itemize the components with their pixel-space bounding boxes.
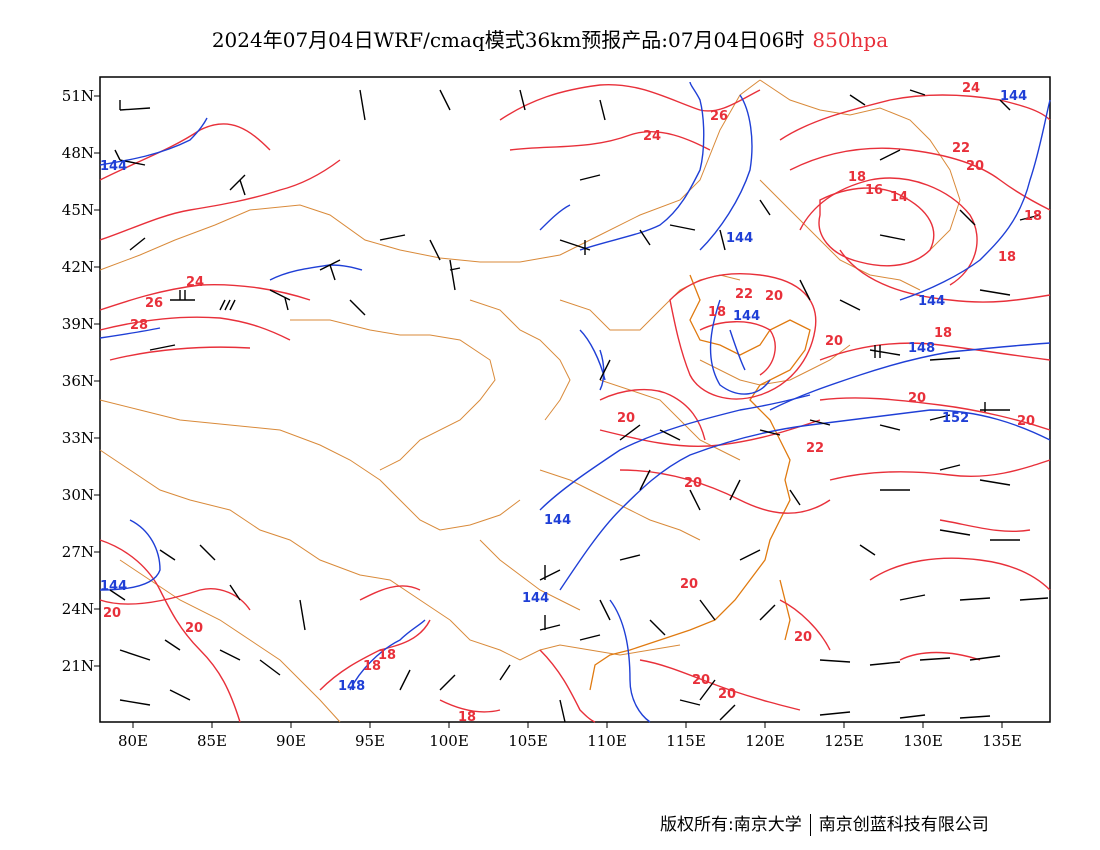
geo-label: 144 bbox=[544, 513, 571, 528]
temp-label: 24 bbox=[643, 129, 661, 144]
temp-label: 20 bbox=[617, 411, 635, 426]
geo-label: 144 bbox=[726, 231, 753, 246]
temp-label: 18 bbox=[363, 659, 381, 674]
temp-label: 20 bbox=[718, 687, 736, 702]
lon-label: 115E bbox=[666, 732, 706, 750]
temp-label: 20 bbox=[765, 289, 783, 304]
temp-label: 22 bbox=[952, 141, 970, 156]
title-level: 850hpa bbox=[812, 28, 889, 52]
lat-label: 33N bbox=[61, 429, 94, 447]
temp-label: 26 bbox=[710, 109, 728, 124]
copyright-divider bbox=[809, 814, 811, 836]
temp-label: 20 bbox=[1017, 414, 1035, 429]
geo-label: 144 bbox=[522, 591, 549, 606]
geo-label: 148 bbox=[338, 679, 365, 694]
temperature-contours bbox=[99, 83, 1051, 723]
lon-label: 125E bbox=[824, 732, 864, 750]
lon-label: 95E bbox=[354, 732, 386, 750]
coastline bbox=[589, 274, 811, 691]
temp-label: 20 bbox=[680, 577, 698, 592]
temp-label: 20 bbox=[825, 334, 843, 349]
lat-label: 48N bbox=[61, 144, 94, 162]
temp-label: 20 bbox=[692, 673, 710, 688]
copyright-company: 南京创蓝科技有限公司 bbox=[818, 815, 989, 835]
temp-label: 18 bbox=[1024, 209, 1042, 224]
geo-label: 148 bbox=[908, 341, 935, 356]
chart-title: 2024年07月04日WRF/cmaq模式36km预报产品:07月04日06时 8… bbox=[0, 24, 1100, 53]
temp-label: 26 bbox=[145, 296, 163, 311]
geo-label: 144 bbox=[918, 294, 945, 309]
axis-ticks bbox=[94, 95, 1003, 728]
temp-label: 20 bbox=[684, 476, 702, 491]
temp-label: 22 bbox=[806, 441, 824, 456]
temp-label: 20 bbox=[966, 159, 984, 174]
lat-label: 30N bbox=[61, 486, 94, 504]
lon-label: 85E bbox=[196, 732, 228, 750]
lon-label: 135E bbox=[982, 732, 1022, 750]
temp-label: 20 bbox=[794, 630, 812, 645]
lat-label: 21N bbox=[61, 657, 94, 675]
geopotential-contours bbox=[99, 81, 1051, 723]
temp-label: 20 bbox=[908, 391, 926, 406]
lon-label: 90E bbox=[275, 732, 307, 750]
lat-label: 45N bbox=[61, 201, 94, 219]
temperature-labels: 24 26 28 24 26 20 18 22 20 18 16 14 18 1… bbox=[103, 81, 1042, 725]
lon-label: 80E bbox=[117, 732, 149, 750]
geopotential-labels: 144 144 144 144 148 144 144 144 148 152 … bbox=[100, 89, 1027, 694]
temp-label: 14 bbox=[890, 190, 908, 205]
lon-label: 130E bbox=[903, 732, 943, 750]
lat-label: 27N bbox=[61, 543, 94, 561]
copyright: 版权所有:南京大学 南京创蓝科技有限公司 bbox=[660, 810, 989, 836]
title-main: 2024年07月04日WRF/cmaq模式36km预报产品:07月04日06时 bbox=[211, 28, 805, 52]
temp-label: 28 bbox=[130, 318, 148, 333]
temp-label: 24 bbox=[186, 275, 204, 290]
temp-label: 18 bbox=[458, 710, 476, 725]
geo-label: 144 bbox=[1000, 89, 1027, 104]
lon-label: 120E bbox=[745, 732, 785, 750]
temp-label: 24 bbox=[962, 81, 980, 96]
lon-label: 100E bbox=[429, 732, 469, 750]
lat-label: 36N bbox=[61, 372, 94, 390]
lon-label: 110E bbox=[587, 732, 627, 750]
copyright-owner: 版权所有:南京大学 bbox=[660, 815, 802, 835]
borders bbox=[99, 79, 961, 723]
wind-barbs bbox=[109, 89, 1049, 723]
geo-label: 144 bbox=[733, 309, 760, 324]
temp-label: 18 bbox=[998, 250, 1016, 265]
temp-label: 22 bbox=[735, 287, 753, 302]
lat-label: 51N bbox=[61, 87, 94, 105]
temp-label: 20 bbox=[103, 606, 121, 621]
lat-label: 24N bbox=[61, 600, 94, 618]
lat-label: 42N bbox=[61, 258, 94, 276]
lat-label: 39N bbox=[61, 315, 94, 333]
temp-label: 20 bbox=[185, 621, 203, 636]
temp-label: 18 bbox=[934, 326, 952, 341]
lon-label: 105E bbox=[508, 732, 548, 750]
geo-label: 144 bbox=[100, 579, 127, 594]
geo-label: 152 bbox=[942, 411, 969, 426]
geo-label: 144 bbox=[100, 159, 127, 174]
temp-label: 18 bbox=[848, 170, 866, 185]
temp-label: 18 bbox=[708, 305, 726, 320]
temp-label: 16 bbox=[865, 183, 883, 198]
temp-label: 18 bbox=[378, 648, 396, 663]
